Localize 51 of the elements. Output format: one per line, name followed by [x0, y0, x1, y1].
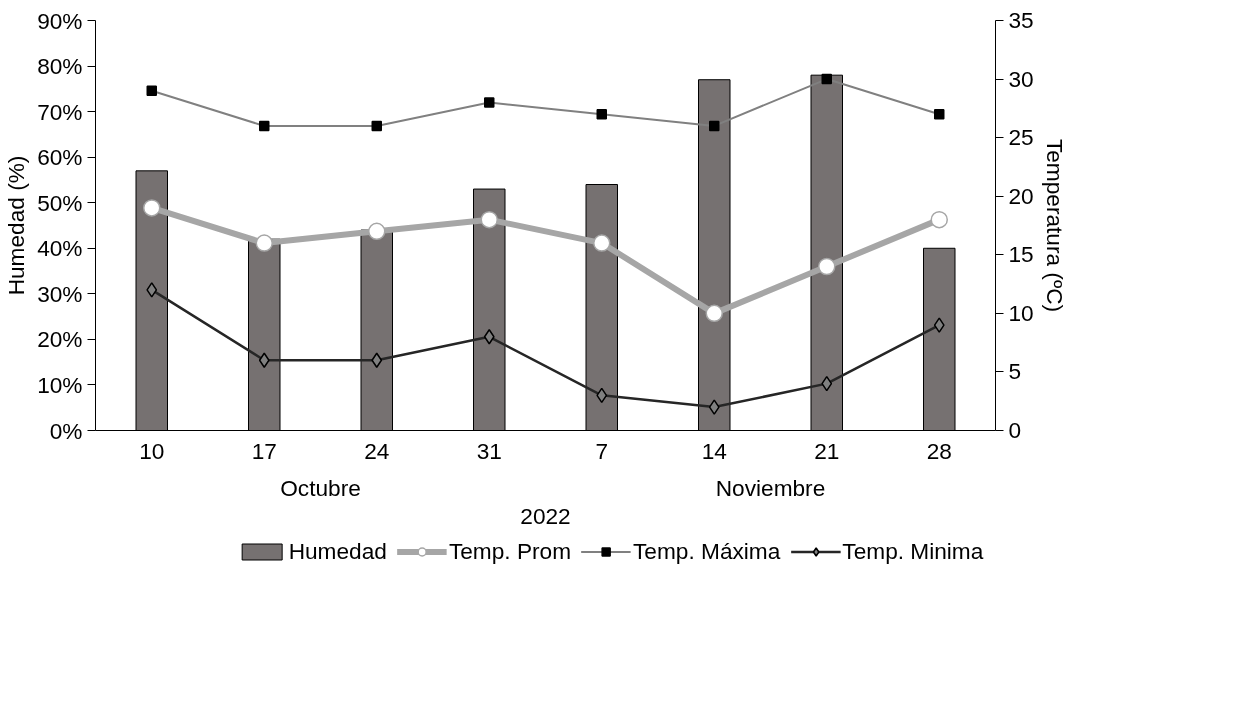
y-axis-title: Humedad (%) — [3, 155, 30, 296]
y2-tick-label: 30 — [1008, 65, 1034, 92]
y-tick-label: 10% — [37, 371, 83, 398]
point — [483, 329, 495, 345]
point — [708, 399, 720, 415]
point — [818, 257, 836, 276]
point — [705, 304, 723, 323]
point — [371, 352, 383, 368]
point — [596, 387, 608, 404]
legend-label: Humedad — [288, 537, 387, 565]
x-tick-label: 31 — [476, 437, 502, 464]
y-tick-label: 80% — [37, 53, 83, 80]
point — [255, 234, 273, 252]
x-axis-title: 2022 — [520, 502, 571, 529]
y-tick-label: 60% — [37, 144, 83, 171]
y2-tick-label: 15 — [1008, 241, 1034, 268]
y2-tick-label: 10 — [1008, 299, 1034, 326]
y-tick-label: 30% — [37, 280, 83, 307]
x-tick-label: 10 — [139, 437, 165, 464]
y-tick-label: 90% — [37, 7, 83, 34]
point — [593, 234, 611, 252]
x-tick-label: 17 — [251, 437, 277, 464]
point — [821, 375, 833, 392]
y2-tick-label: 5 — [1008, 358, 1022, 385]
legend-label: Temp. Minima — [842, 537, 984, 565]
y-tick-label: 0% — [49, 417, 83, 444]
point — [143, 199, 161, 217]
x-tick-label: 24 — [364, 437, 390, 464]
x-tick-label: 7 — [595, 437, 609, 464]
y2-tick-label: 25 — [1008, 124, 1034, 151]
legend-label: Temp. Máxima — [633, 537, 781, 565]
text: Octubre — [280, 474, 361, 501]
point — [480, 210, 498, 229]
x-tick-label: 21 — [814, 437, 840, 464]
y-tick-label: 50% — [37, 189, 83, 216]
point — [368, 222, 386, 241]
point — [930, 210, 948, 229]
point — [933, 317, 945, 333]
point — [146, 282, 158, 298]
y2-axis-title: Temperatura (ºC) — [1041, 138, 1068, 313]
x-tick-label: 14 — [701, 437, 727, 464]
y2-tick-label: 35 — [1008, 7, 1034, 33]
y-tick-label: 40% — [37, 235, 83, 262]
point — [258, 352, 270, 368]
y2-tick-label: 0 — [1008, 417, 1022, 443]
legend-label: Temp. Prom — [448, 537, 572, 565]
y-tick-label: 20% — [37, 326, 83, 353]
text: Noviembre — [715, 474, 826, 501]
y-tick-label: 70% — [37, 98, 83, 125]
x-tick-label: 28 — [926, 437, 952, 464]
y2-tick-label: 20 — [1008, 182, 1034, 209]
